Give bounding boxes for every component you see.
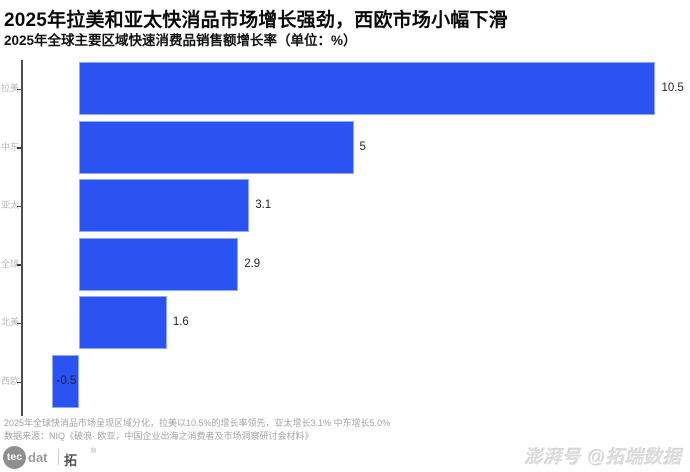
y-axis-label: 北美 xyxy=(0,317,19,328)
y-axis-spine xyxy=(21,60,23,416)
footnote-line-2: 数据来源：NIQ《破浪· 欧亚，中国企业出海之消费者及市场洞察研讨会材料》 xyxy=(4,430,314,441)
bar-value-label: 5 xyxy=(359,140,366,153)
tick-mark xyxy=(17,147,21,149)
tecdat-logo-circle: tec xyxy=(3,446,26,469)
tick-mark xyxy=(17,205,21,208)
bar xyxy=(79,237,239,291)
tick-mark xyxy=(17,322,21,325)
chart-footnote: 2025年全球快消品市场呈现区域分化，拉美以10.5%的增长率领先，亚太增长3.… xyxy=(4,417,390,442)
tick-mark xyxy=(17,381,21,383)
brand-name: 拓端 xyxy=(64,453,78,468)
chart-subtitle: 2025年全球主要区域快速消费品销售额增长率（单位：%） xyxy=(4,33,357,48)
y-axis-label: 亚太 xyxy=(0,200,19,211)
y-axis-label: 拉美 xyxy=(0,83,19,93)
bar-value-label: -0.5 xyxy=(56,375,77,387)
page-title: 2025年拉美和亚太快消品市场增长强劲，西欧市场小幅下滑 xyxy=(4,10,508,31)
watermark: 澎湃号 @拓端数据 xyxy=(524,447,682,467)
bar-value-label: 3.1 xyxy=(255,199,272,212)
bar-value-label: 2.9 xyxy=(244,257,261,270)
bar xyxy=(79,120,354,174)
bar-value-label: 1.6 xyxy=(172,316,189,329)
y-axis-label: 西欧 xyxy=(0,376,19,386)
registered-mark: ® xyxy=(91,448,97,455)
bar xyxy=(79,62,656,115)
bar xyxy=(51,355,79,408)
y-axis-label: 全球 xyxy=(0,258,19,269)
y-axis-label: 中东 xyxy=(0,141,19,152)
footnote-line-1: 2025年全球快消品市场呈现区域分化，拉美以10.5%的增长率领先，亚太增长3.… xyxy=(4,418,391,428)
tecdat-logo-text: dat xyxy=(28,450,48,465)
logo-divider xyxy=(58,449,59,465)
tick-mark xyxy=(17,88,21,90)
tick-mark xyxy=(17,264,21,266)
bar-value-label: 10.5 xyxy=(661,82,684,94)
bar xyxy=(79,179,250,233)
bar xyxy=(79,296,167,350)
